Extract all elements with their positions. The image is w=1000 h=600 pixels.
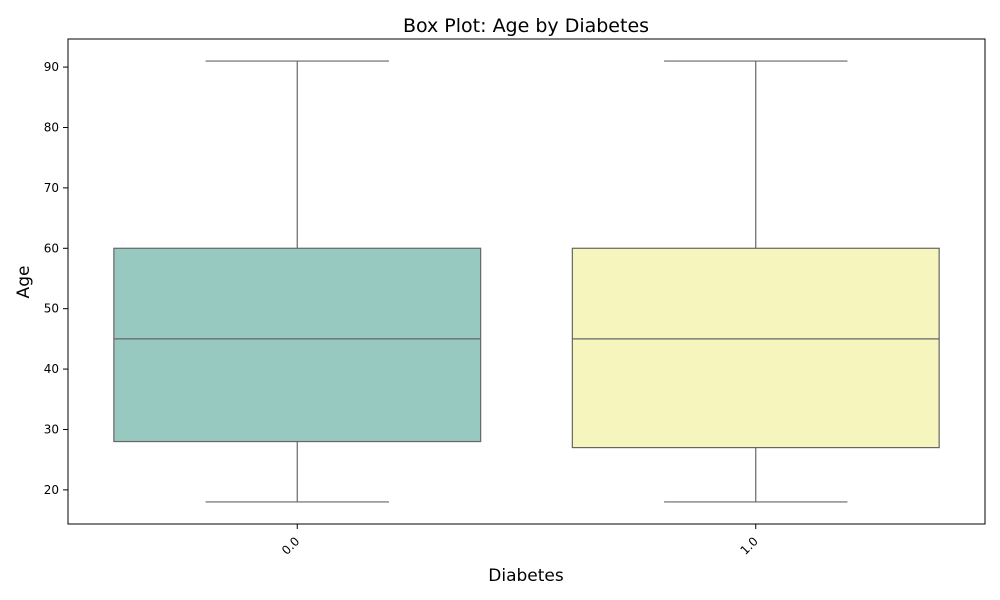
y-tick-label: 90 [44,60,59,74]
iqr-box [113,247,482,443]
y-tick-label: 70 [44,181,59,195]
y-tick-label: 40 [44,362,59,376]
plot-area-frame [67,38,986,525]
x-axis: 0.0 1.0 [279,524,761,558]
iqr-box [571,247,940,449]
box-1.0 [571,60,940,503]
y-axis: 20 30 40 50 60 70 80 90 [44,60,68,497]
y-tick-label: 20 [44,483,59,497]
x-tick-label: 1.0 [737,534,760,557]
y-tick-label: 80 [44,120,59,134]
x-axis-label: Diabetes [488,566,564,586]
y-axis-label: Age [14,266,34,299]
box-group [113,60,940,503]
y-tick-label: 60 [44,241,59,255]
x-tick-label: 0.0 [279,534,302,557]
y-tick-label: 30 [44,422,59,436]
box-0.0 [113,60,482,503]
y-tick-label: 50 [44,302,59,316]
chart-title: Box Plot: Age by Diabetes [403,15,649,37]
